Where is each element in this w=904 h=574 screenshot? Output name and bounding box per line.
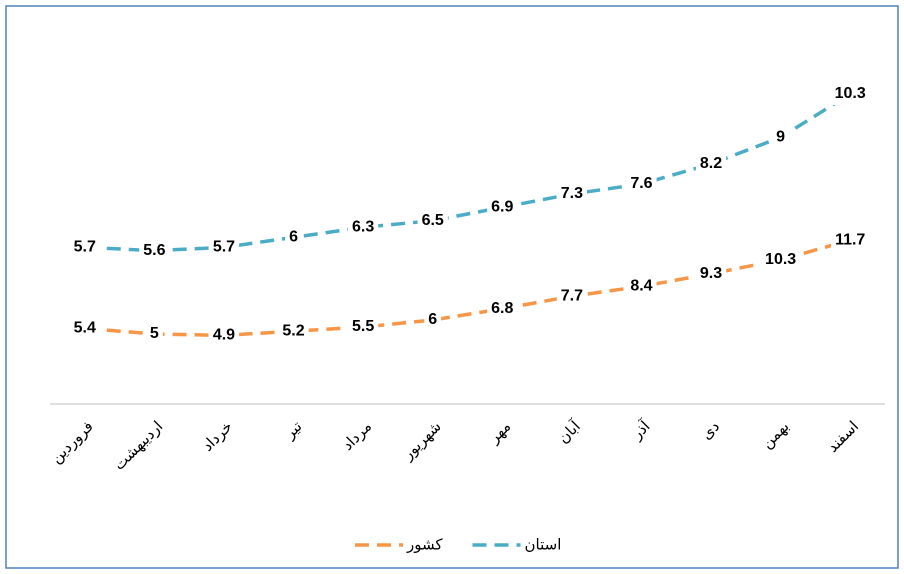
data-label-bg	[145, 323, 163, 345]
data-label-bg	[285, 226, 302, 249]
legend-label: استان	[525, 536, 562, 554]
data-label: 5.7	[74, 239, 96, 256]
data-label: 6.5	[422, 212, 444, 229]
data-label: 7.7	[561, 287, 583, 304]
data-label-bg	[626, 173, 657, 195]
data-label-bg	[830, 83, 870, 105]
data-label: 5	[150, 325, 159, 342]
data-label: 5.4	[74, 320, 96, 337]
data-label: 9	[776, 129, 785, 146]
data-label: 10.3	[835, 85, 866, 102]
data-label: 11.7	[835, 231, 865, 248]
data-label: 4.9	[213, 327, 235, 344]
data-label-bg	[831, 229, 870, 252]
legend-label: کشور	[406, 536, 443, 554]
data-label-bg	[278, 320, 309, 343]
data-label-bg	[761, 248, 801, 271]
data-label-bg	[208, 324, 240, 347]
data-label: 6	[289, 229, 298, 246]
data-label: 5.2	[282, 322, 304, 339]
data-label-bg	[139, 239, 170, 262]
data-label: 6.8	[491, 300, 513, 317]
data-label: 6	[428, 311, 437, 328]
data-label-bg	[556, 183, 587, 205]
data-label: 5.5	[352, 318, 374, 335]
data-label-bg	[69, 317, 100, 340]
data-label-bg	[487, 297, 518, 320]
data-label-bg	[69, 236, 100, 259]
data-label-bg	[424, 309, 442, 331]
data-label-bg	[348, 316, 379, 338]
data-label-bg	[695, 153, 727, 175]
data-label: 7.6	[630, 175, 652, 192]
data-label-bg	[695, 262, 727, 285]
data-label-bg	[487, 196, 518, 219]
data-label: 6.3	[352, 219, 374, 236]
chart-frame	[5, 5, 899, 569]
data-label-bg	[556, 285, 587, 308]
data-label-bg	[417, 209, 448, 232]
data-label-bg	[626, 275, 657, 298]
data-label: 5.7	[213, 239, 235, 256]
data-label-bg	[348, 216, 379, 239]
data-label: 8.4	[630, 278, 652, 295]
data-label: 6.9	[491, 199, 513, 216]
data-label: 8.2	[700, 155, 722, 172]
data-label: 7.3	[561, 185, 583, 202]
data-label: 9.3	[700, 265, 722, 282]
data-label-bg	[772, 126, 790, 149]
data-label-bg	[208, 236, 240, 259]
data-label: 10.3	[765, 251, 796, 268]
data-label: 5.6	[143, 242, 165, 259]
